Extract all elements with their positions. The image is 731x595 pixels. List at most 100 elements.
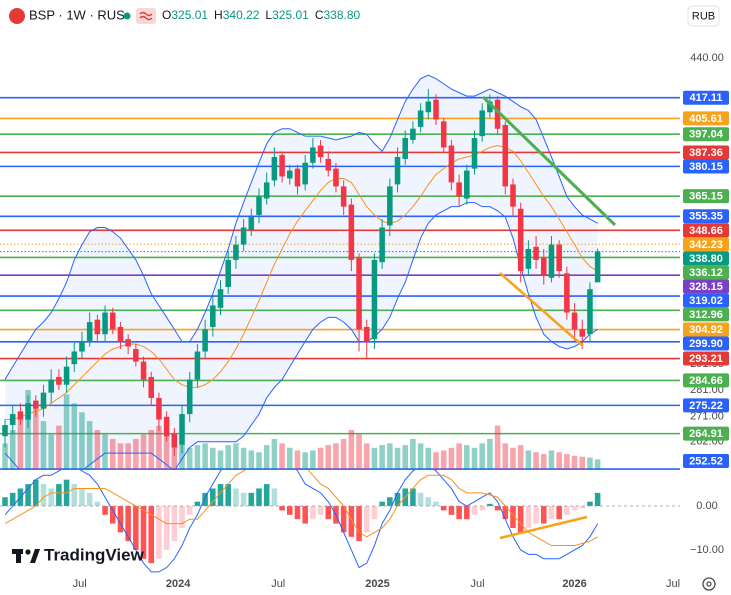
histogram-bar (494, 506, 501, 511)
level-label: 380.15 (689, 161, 723, 173)
volume-bar (587, 457, 593, 470)
x-tick-label: 2026 (562, 578, 586, 590)
volume-bar (71, 403, 78, 470)
settings-button-core[interactable] (706, 581, 712, 587)
histogram-bar (540, 506, 547, 524)
volume-bar (202, 443, 208, 470)
settings-button[interactable] (702, 577, 716, 591)
candle-body (56, 376, 62, 385)
candle-body (179, 414, 185, 445)
histogram-bar (294, 506, 301, 520)
histogram-bar (587, 501, 593, 507)
bollinger-upper (4, 74, 598, 380)
candle-body (217, 289, 224, 308)
volume-bar (9, 430, 16, 470)
ohlc-key: C (315, 8, 324, 22)
level-tag (683, 279, 729, 294)
x-tick-label: Jul (73, 578, 87, 590)
candle-body (287, 170, 293, 179)
histogram-bar (279, 506, 285, 511)
volume-bar (579, 456, 586, 470)
symbol-title: BSP · 1W · RUS (29, 7, 125, 22)
candle-body (533, 246, 539, 260)
candle-body (433, 99, 439, 120)
candle-body (233, 244, 239, 260)
histogram-bar (71, 484, 78, 507)
histogram-bar (287, 506, 293, 515)
volume-bar (248, 450, 255, 470)
level-tag (683, 90, 729, 105)
level-tag (683, 209, 729, 224)
currency-button[interactable] (687, 5, 720, 27)
candle-body (40, 392, 47, 409)
candle-body (456, 182, 462, 197)
candle-body (410, 128, 416, 140)
volume-bar (525, 450, 532, 470)
histogram-bar (25, 484, 31, 507)
level-tag (683, 111, 729, 126)
volume-bar (63, 394, 70, 470)
candle-body (340, 186, 347, 207)
volume-bar (348, 430, 355, 470)
volume-bar (371, 447, 378, 470)
candle-body (502, 125, 509, 187)
volume-bar (548, 450, 555, 470)
candle-body (263, 182, 270, 199)
volume-bar (402, 445, 408, 470)
volume-bar (471, 447, 478, 470)
histogram-bar (186, 506, 193, 515)
volume-bar (217, 450, 224, 470)
candle-body (310, 147, 316, 163)
level-label: 264.91 (689, 428, 723, 440)
histogram-bar (163, 506, 170, 550)
candle-body (294, 168, 301, 187)
histogram-bar (256, 488, 262, 507)
level-tag (683, 336, 729, 351)
volume-bar (287, 447, 293, 470)
level-tag (683, 189, 729, 204)
histogram-bar (433, 501, 439, 507)
currency-label[interactable]: RUB (692, 10, 715, 22)
histogram-bar (340, 506, 347, 533)
candle-body (48, 379, 54, 393)
candle-body (564, 273, 570, 313)
volume-bar (210, 447, 216, 470)
volume-bar (140, 434, 147, 470)
candle-body (133, 349, 139, 362)
price-pane (0, 74, 680, 470)
candle-body (240, 227, 247, 245)
volume-bar (279, 443, 285, 470)
bollinger-lower (4, 202, 598, 470)
x-tick-label: 2025 (365, 578, 389, 590)
level-label: 252.52 (689, 455, 723, 467)
histogram-bar (440, 506, 447, 511)
candle-body (494, 99, 501, 129)
volume-bar (25, 390, 31, 470)
volume-bar (256, 452, 262, 470)
histogram-bar (487, 503, 493, 507)
candle-body (302, 162, 308, 185)
histogram-bar (448, 506, 455, 515)
volume-bar (194, 445, 201, 470)
indicator-icon (136, 8, 156, 24)
volume-bar (240, 447, 247, 470)
volume-bar (225, 445, 231, 470)
histogram-bar (156, 506, 162, 559)
volume-bar (502, 443, 509, 470)
branding-text: TradingView (44, 545, 145, 564)
histogram-bar (263, 484, 270, 507)
x-tick-label: Jul (271, 578, 285, 590)
level-tag (683, 307, 729, 322)
volume-bar (517, 445, 524, 470)
histogram-bar (56, 484, 62, 507)
volume-bar (302, 452, 308, 470)
histogram-bar (217, 484, 224, 507)
volume-bar (56, 425, 62, 470)
histogram-bar (9, 492, 16, 507)
level-label: 284.66 (689, 375, 723, 387)
histogram-bar (317, 506, 324, 515)
histogram-bar (179, 506, 185, 528)
histogram-bar (464, 506, 470, 520)
histogram-bar (125, 506, 131, 542)
